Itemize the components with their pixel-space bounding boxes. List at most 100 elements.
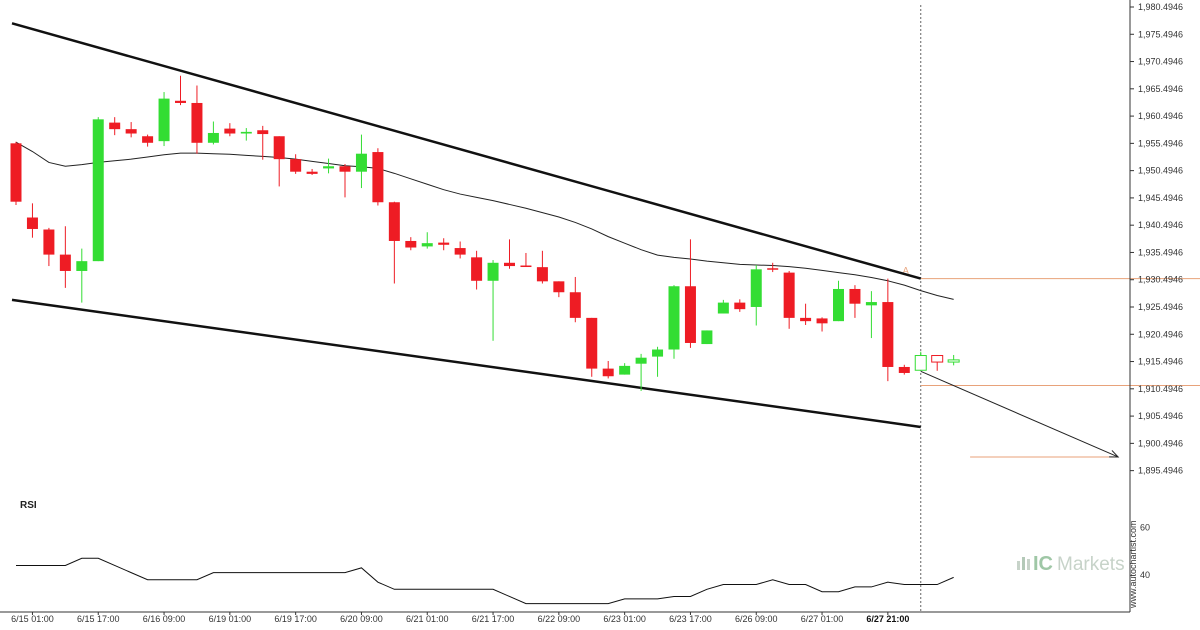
candle-body (833, 288, 844, 322)
candle (520, 252, 532, 268)
candle (158, 92, 170, 147)
candle (635, 353, 647, 391)
brand-ic-text: IC (1033, 553, 1053, 575)
candle (471, 250, 483, 290)
candle (536, 250, 548, 284)
price-tick-label: 1,940.4946 (1138, 220, 1183, 230)
candle (240, 128, 252, 141)
candle-body (405, 240, 417, 248)
candle (339, 164, 351, 198)
time-tick-label: 6/23 01:00 (603, 614, 646, 624)
candle-body (388, 202, 400, 241)
candle (290, 154, 302, 174)
candle-body (158, 98, 170, 142)
time-tick-label: 6/22 09:00 (538, 614, 581, 624)
candle (76, 248, 88, 303)
candle-body (586, 317, 598, 369)
bars-logo-icon (1017, 557, 1030, 570)
price-tick-label: 1,965.4946 (1138, 84, 1183, 94)
candle (224, 123, 236, 137)
price-tick-label: 1,905.4946 (1138, 411, 1183, 421)
price-tick-label: 1,960.4946 (1138, 111, 1183, 121)
candle (454, 241, 466, 259)
candle (10, 141, 22, 205)
price-tick-label: 1,970.4946 (1138, 57, 1183, 67)
candle (207, 121, 219, 145)
candle (898, 364, 910, 375)
time-tick-label: 6/15 17:00 (77, 614, 120, 624)
channel-trendline (11, 22, 922, 280)
watermark-text: www.autochartist.com (1128, 520, 1138, 609)
candle-body (306, 171, 318, 174)
candle-body (76, 261, 88, 271)
candle-body (142, 136, 154, 143)
candle-body (734, 302, 746, 310)
candle (438, 238, 450, 251)
candle (833, 280, 844, 322)
candle (652, 346, 664, 377)
candle (816, 317, 828, 332)
candle-body (800, 317, 812, 322)
candle (569, 276, 581, 323)
price-tick-label: 1,935.4946 (1138, 247, 1183, 257)
candle (92, 117, 104, 262)
candle (142, 134, 154, 147)
candle (684, 239, 696, 348)
candle (26, 203, 38, 238)
rsi-panel-label: RSI (20, 500, 37, 511)
candle-body (109, 122, 121, 130)
candle-body (816, 318, 828, 324)
candle (405, 237, 417, 251)
candle-body (59, 254, 71, 271)
candle-body (865, 302, 877, 306)
candle-body (783, 272, 795, 318)
candle-body (125, 129, 137, 134)
candle-body (619, 365, 631, 375)
candle (882, 278, 894, 382)
candle (800, 303, 812, 325)
price-tick-label: 1,955.4946 (1138, 138, 1183, 148)
brand-markets-text: Markets (1057, 554, 1125, 575)
time-tick-label: 6/27 21:00 (866, 614, 909, 624)
candle-body (175, 100, 186, 103)
candle (914, 351, 927, 371)
candle-body (947, 359, 960, 363)
candle (191, 85, 203, 154)
candle-body (290, 159, 302, 172)
candle (668, 285, 680, 359)
candle-body (372, 152, 384, 203)
candle-body (652, 349, 664, 357)
candle (865, 291, 877, 339)
candle (849, 285, 861, 318)
channel-trendline (11, 298, 921, 429)
candle (175, 75, 186, 106)
candle-body (92, 119, 104, 262)
rsi-panel: RSI 60 40 (16, 500, 1150, 605)
candle-body (257, 130, 269, 135)
candle-body (882, 302, 894, 367)
candle-body (767, 268, 779, 270)
candle (59, 226, 71, 288)
candle-body (487, 262, 499, 281)
candle (487, 260, 499, 341)
candle (43, 227, 55, 267)
time-tick-label: 6/16 09:00 (143, 614, 186, 624)
candle (701, 330, 713, 345)
candle-body (207, 132, 219, 143)
rsi-tick-label: 40 (1140, 570, 1150, 580)
candle-body (602, 368, 614, 377)
candle (273, 136, 285, 187)
moving-average-line (15, 141, 954, 300)
candle-body (471, 257, 483, 281)
candle (931, 354, 944, 371)
price-axis: 1,980.4946 1,975.4946 1,970.4946 1,965.4946… (1129, 0, 1183, 612)
candle-body (914, 355, 927, 371)
candle-body (536, 267, 548, 282)
candle-body (43, 229, 55, 255)
candle (750, 264, 762, 326)
price-tick-label: 1,950.4946 (1138, 166, 1183, 176)
candle (109, 117, 121, 136)
time-tick-label: 6/21 01:00 (406, 614, 449, 624)
price-plot-area: A (10, 5, 1200, 612)
time-tick-label: 6/15 01:00 (11, 614, 54, 624)
